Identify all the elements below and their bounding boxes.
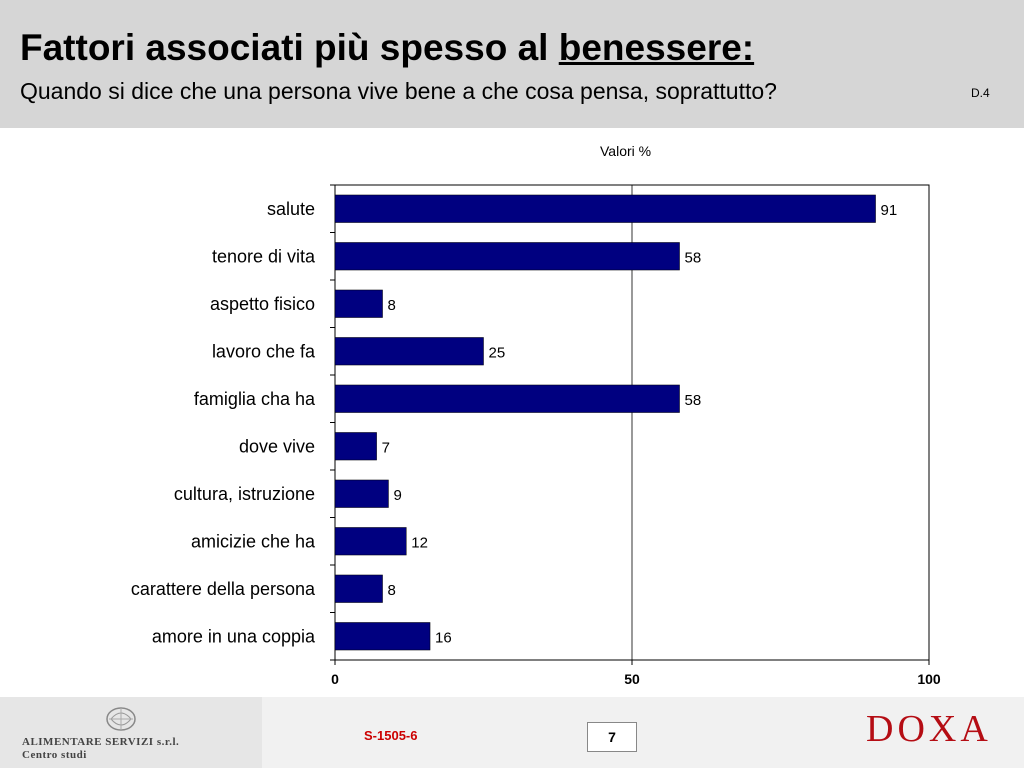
value-label-0: 91 [881, 202, 898, 219]
value-label-9: 16 [435, 629, 452, 646]
bar-4 [334, 384, 680, 413]
value-label-7: 12 [411, 534, 428, 551]
category-label-7: amicizie che ha [191, 531, 316, 551]
chart-unit-label: Valori % [600, 143, 652, 159]
category-label-8: carattere della persona [131, 579, 316, 599]
category-label-6: cultura, istruzione [174, 484, 315, 504]
bar-8 [334, 574, 383, 603]
x-tick-label-100: 100 [917, 671, 941, 687]
value-label-5: 7 [382, 439, 390, 456]
bar-7 [334, 527, 407, 556]
category-label-4: famiglia cha ha [194, 389, 316, 409]
value-label-4: 58 [685, 392, 702, 409]
category-label-3: lavoro che fa [212, 341, 316, 361]
category-label-9: amore in una coppia [152, 626, 316, 646]
bar-chart: salute 91 tenore di vita 58 aspetto fisico 8 l… [131, 184, 941, 687]
value-label-1: 58 [685, 249, 702, 266]
bar-0 [334, 194, 876, 223]
bar-5 [334, 432, 377, 461]
category-label-5: dove vive [239, 436, 315, 456]
bar-1 [334, 242, 680, 271]
slide-title: Fattori associati più spesso al benesser… [20, 26, 754, 70]
value-label-2: 8 [388, 297, 396, 314]
slide-subtitle: Quando si dice che una persona vive bene… [20, 78, 777, 104]
bar-6 [334, 479, 389, 508]
bar-9 [334, 622, 431, 651]
value-label-6: 9 [393, 487, 401, 504]
company-logo-icon [106, 707, 136, 731]
bar-2 [334, 289, 383, 318]
page-number: 7 [587, 722, 637, 752]
category-label-1: tenore di vita [212, 246, 316, 266]
value-label-3: 25 [489, 344, 506, 361]
company-subtitle: Centro studi [22, 749, 87, 761]
x-tick-label-50: 50 [624, 671, 640, 687]
bar-3 [334, 337, 484, 366]
value-label-8: 8 [388, 582, 396, 599]
title-main: Fattori associati più spesso al [20, 27, 559, 68]
brand-logo: DOXA [866, 708, 992, 750]
company-name: ALIMENTARE SERVIZI s.r.l. [22, 736, 180, 748]
slide-footer: ALIMENTARE SERVIZI s.r.l. Centro studi S… [0, 697, 1024, 768]
x-tick-label-0: 0 [331, 671, 339, 687]
category-label-2: aspetto fisico [210, 294, 315, 314]
question-code: D.4 [971, 86, 990, 100]
footer-company-panel: ALIMENTARE SERVIZI s.r.l. Centro studi [0, 697, 262, 768]
slide-header: Fattori associati più spesso al benesser… [0, 0, 1024, 128]
document-code: S-1505-6 [364, 728, 418, 743]
category-label-0: salute [267, 199, 315, 219]
title-emphasis: benessere: [558, 27, 755, 68]
